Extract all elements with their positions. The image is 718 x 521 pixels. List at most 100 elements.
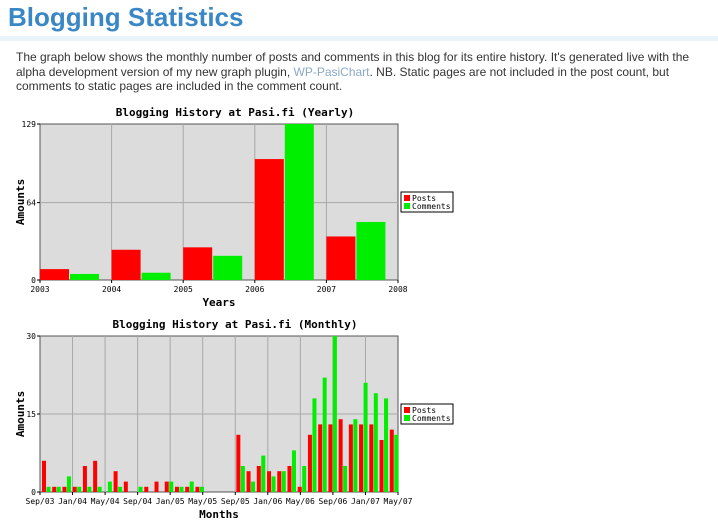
x-tick-label: Jan/06 [253, 497, 282, 506]
x-tick-label: 2003 [30, 285, 49, 294]
bar-posts [144, 486, 149, 492]
y-tick-label: 0 [31, 488, 36, 497]
chart-title: Blogging History at Pasi.fi (Monthly) [112, 318, 357, 331]
y-axis-label: Amounts [14, 391, 27, 437]
bar-posts [297, 486, 302, 492]
bar-comments [107, 481, 112, 492]
bar-posts [338, 419, 343, 492]
bar-comments [189, 481, 194, 492]
bar-comments [373, 393, 378, 492]
bar-posts [40, 269, 69, 280]
bar-comments [384, 398, 389, 492]
bar-comments [138, 486, 143, 492]
bar-comments [213, 255, 243, 280]
x-tick-label: May/05 [188, 497, 217, 506]
page-title: Blogging Statistics [8, 2, 244, 32]
bar-comments [343, 466, 348, 492]
bar-comments [56, 486, 61, 492]
bar-posts [183, 247, 213, 280]
bar-comments [87, 486, 92, 492]
y-tick-label: 30 [26, 332, 36, 341]
bar-posts [185, 486, 190, 492]
title-divider [0, 36, 718, 41]
chart-title: Blogging History at Pasi.fi (Yearly) [116, 106, 354, 119]
x-tick-label: Sep/04 [123, 497, 152, 506]
bar-posts [359, 424, 364, 492]
bar-comments [332, 336, 337, 492]
legend-swatch-comments [404, 415, 410, 421]
x-tick-label: 2005 [174, 285, 193, 294]
bar-comments [312, 398, 317, 492]
legend-swatch-posts [404, 195, 410, 201]
wp-pasichart-link[interactable]: WP-PasiChart [293, 64, 370, 79]
intro-text-2: . NB. Static pages are not included in t… [16, 64, 670, 94]
x-axis-label: Years [202, 296, 235, 308]
x-tick-label: May/07 [384, 497, 413, 506]
x-tick-label: Jan/07 [351, 497, 380, 506]
monthly-chart: Blogging History at Pasi.fi (Monthly) 0 15… [14, 318, 454, 521]
x-tick-label: Jan/05 [156, 497, 185, 506]
intro-paragraph: The graph below shows the monthly number… [16, 50, 716, 94]
x-tick-label: Sep/03 [26, 497, 55, 506]
bar-comments [322, 377, 327, 492]
bar-comments [394, 434, 399, 492]
bar-comments [77, 486, 82, 492]
bar-posts [256, 466, 261, 492]
bar-comments [141, 272, 171, 280]
y-tick-label: 15 [26, 410, 36, 419]
bar-comments [118, 486, 123, 492]
bar-posts [389, 429, 394, 492]
bar-comments [281, 471, 286, 492]
bar-comments [169, 481, 174, 492]
legend-box [400, 403, 454, 425]
bar-comments [97, 486, 102, 492]
bar-posts [82, 466, 87, 492]
bar-comments [179, 486, 184, 492]
y-tick-label: 129 [22, 120, 37, 129]
bar-posts [328, 424, 333, 492]
y-axis-label: Amounts [14, 179, 27, 225]
bar-comments [240, 466, 245, 492]
bar-posts [123, 481, 128, 492]
legend-box [400, 191, 454, 213]
intro-text-1: The graph below shows the monthly number… [16, 50, 690, 79]
bar-posts [326, 236, 356, 280]
legend-label-comments: Comments [412, 414, 451, 423]
y-tick-label: 0 [31, 276, 36, 285]
bar-posts [318, 424, 323, 492]
bar-posts [111, 249, 141, 280]
bar-posts [93, 460, 98, 492]
x-tick-label: Jan/04 [58, 497, 87, 506]
yearly-chart: Blogging History at Pasi.fi (Yearly) 0 64 1… [14, 106, 454, 308]
bar-posts [348, 424, 353, 492]
bar-posts [236, 434, 241, 492]
bar-posts [379, 440, 384, 492]
x-tick-label: May/04 [91, 497, 120, 506]
legend-swatch-comments [404, 203, 410, 209]
bar-posts [307, 434, 312, 492]
bar-posts [267, 471, 272, 492]
x-tick-label: 2008 [388, 285, 407, 294]
bar-comments [284, 124, 314, 280]
bar-comments [302, 466, 307, 492]
y-tick-label: 64 [26, 199, 36, 208]
bar-posts [246, 471, 251, 492]
x-tick-label: 2004 [102, 285, 121, 294]
bar-posts [369, 424, 374, 492]
bar-comments [356, 221, 386, 280]
bar-comments [261, 455, 266, 492]
legend-label-posts: Posts [412, 406, 436, 415]
x-tick-label: Sep/06 [318, 497, 347, 506]
bar-comments [363, 382, 368, 492]
x-tick-label: May/06 [286, 497, 315, 506]
bar-posts [62, 486, 67, 492]
legend-swatch-posts [404, 407, 410, 413]
bar-comments [46, 486, 51, 492]
bar-posts [154, 481, 159, 492]
x-tick-label: Sep/05 [221, 497, 250, 506]
bar-posts [277, 471, 282, 492]
bar-posts [52, 486, 57, 492]
bar-posts [174, 486, 179, 492]
bar-posts [195, 486, 200, 492]
x-axis-label: Months [199, 508, 239, 521]
